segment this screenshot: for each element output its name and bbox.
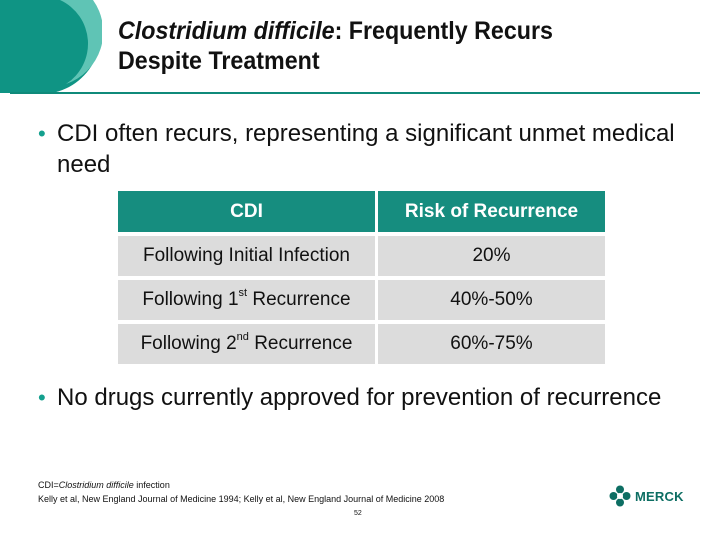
corner-decoration xyxy=(0,0,102,93)
merck-logo: MERCK xyxy=(609,485,684,507)
bullet-text: No drugs currently approved for preventi… xyxy=(57,384,662,411)
abbreviation-footnote: CDI=Clostridium difficile infection xyxy=(38,480,170,490)
merck-logo-icon xyxy=(609,485,631,507)
title-line2: Despite Treatment xyxy=(118,47,320,75)
slide-title: Clostridium difficile: Frequently Recurs… xyxy=(118,16,657,76)
table-row: Following Initial Infection 20% xyxy=(118,236,605,276)
logo-wordmark: MERCK xyxy=(635,488,684,504)
row-label: Following Initial Infection xyxy=(118,236,375,276)
row-label-text: Following 2 xyxy=(140,333,237,354)
row-label-text: Recurrence xyxy=(248,333,353,354)
row-label-text: Following Initial Infection xyxy=(143,245,350,266)
row-label-superscript: st xyxy=(238,287,248,299)
page-number: 52 xyxy=(354,510,362,517)
bullet-dot-icon: • xyxy=(38,121,46,146)
header-cell: CDI xyxy=(118,191,375,232)
bullet-dot-icon: • xyxy=(38,385,46,410)
row-label-superscript: nd xyxy=(236,331,249,343)
row-label-text: Recurrence xyxy=(247,289,351,310)
row-value: 20% xyxy=(378,236,605,276)
references-footnote: Kelly et al, New England Journal of Medi… xyxy=(38,494,445,504)
row-label-text: Following 1 xyxy=(142,289,239,310)
recurrence-table: CDI Risk of Recurrence Following Initial… xyxy=(118,191,605,368)
title-italic: Clostridium difficile xyxy=(118,17,335,45)
bullet-item: • No drugs currently approved for preven… xyxy=(38,382,678,413)
row-value: 40%-50% xyxy=(378,280,605,320)
footnote-text: infection xyxy=(133,480,170,490)
title-rest: : Frequently Recurs xyxy=(334,17,553,45)
row-value: 60%-75% xyxy=(378,324,605,364)
table-header-row: CDI Risk of Recurrence xyxy=(118,191,605,232)
footnote-italic: Clostridium difficile xyxy=(58,480,134,490)
bullet-item: • CDI often recurs, representing a signi… xyxy=(38,118,678,180)
footnote-text: CDI= xyxy=(38,480,59,490)
title-divider xyxy=(10,92,700,94)
bullet-text: CDI often recurs, representing a signifi… xyxy=(57,120,675,178)
header-cell: Risk of Recurrence xyxy=(378,191,605,232)
